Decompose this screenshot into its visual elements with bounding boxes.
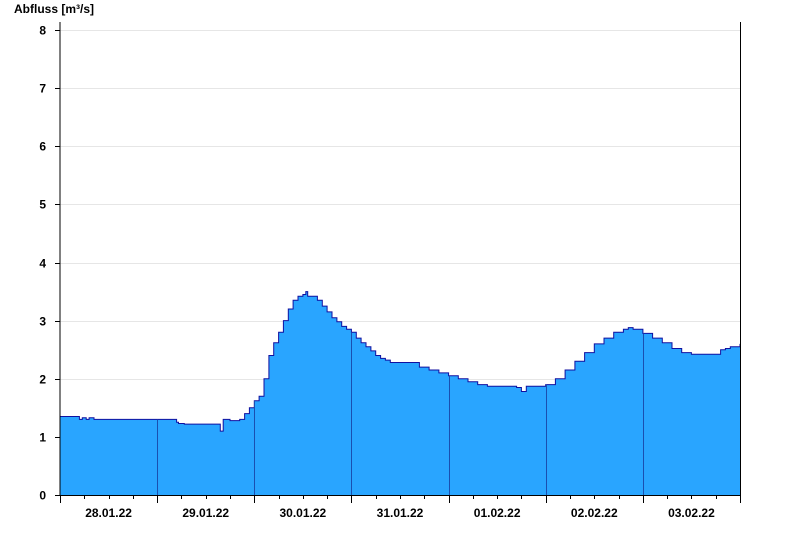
x-tick-label: 30.01.22	[279, 506, 326, 520]
discharge-area	[60, 291, 740, 495]
x-tick-label: 03.02.22	[668, 506, 715, 520]
y-tick-label: 3	[39, 315, 46, 329]
x-tick-label: 02.02.22	[571, 506, 618, 520]
y-axis: 0 1 2 3 4 5 6 7 8	[39, 24, 60, 503]
x-axis: 28.01.22 29.01.22 30.01.22 31.01.22 01.02.22…	[60, 495, 741, 520]
plot-area	[60, 291, 741, 495]
x-tick-label: 31.01.22	[377, 506, 424, 520]
y-tick-label: 0	[39, 489, 46, 503]
day-separator-lines	[157, 332, 644, 495]
y-tick-label: 1	[39, 431, 46, 445]
discharge-line	[60, 291, 741, 432]
y-tick-label: 8	[39, 24, 46, 38]
x-tick-label: 01.02.22	[474, 506, 521, 520]
x-tick-label: 29.01.22	[182, 506, 229, 520]
x-tick-label: 28.01.22	[85, 506, 132, 520]
y-tick-label: 7	[39, 82, 46, 96]
y-tick-label: 6	[39, 140, 46, 154]
y-tick-label: 4	[39, 257, 46, 271]
y-axis-title: Abfluss [m³/s]	[14, 2, 94, 16]
y-tick-label: 5	[39, 198, 46, 212]
y-tick-label: 2	[39, 373, 46, 387]
grid-lines	[60, 30, 740, 438]
